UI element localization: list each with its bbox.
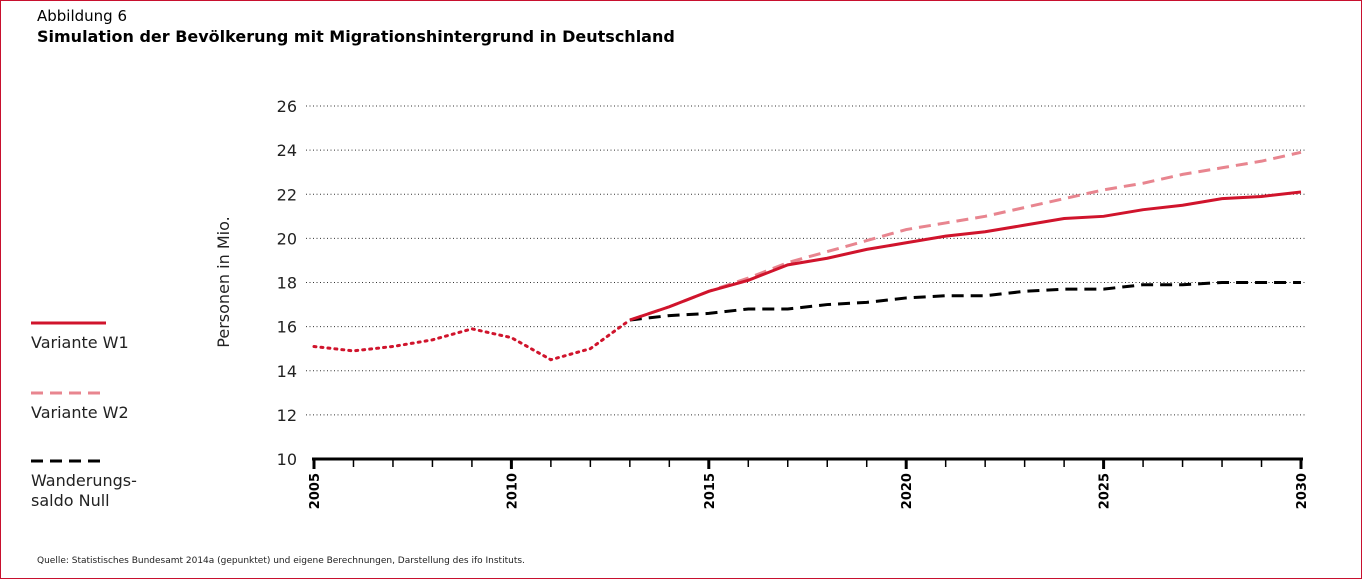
legend-item: Variante W1 (31, 319, 181, 353)
y-tick-label: 22 (277, 185, 297, 204)
y-tick-label: 26 (277, 97, 297, 116)
y-tick-label: 10 (277, 450, 297, 469)
y-tick-label: 20 (277, 229, 297, 248)
legend-swatch (31, 391, 106, 395)
x-tick-label: 2005 (308, 473, 323, 509)
line-series (629, 150, 1302, 322)
chart-title: Simulation der Bevölkerung mit Migration… (37, 27, 675, 46)
legend-label: Variante W2 (31, 403, 129, 422)
x-tick-label: 2025 (1098, 473, 1113, 509)
x-tick-label: 2010 (505, 473, 520, 509)
y-tick-label: 18 (277, 274, 297, 293)
y-tick-label: 16 (277, 318, 297, 337)
x-tick-label: 2020 (900, 473, 915, 509)
legend-label: Wanderungs- saldo Null (31, 471, 137, 510)
x-tick-label: 2015 (703, 473, 718, 509)
y-tick-label: 24 (277, 141, 297, 160)
y-tick-label: 14 (277, 362, 297, 381)
line-series (629, 281, 1301, 322)
line-series (312, 318, 632, 362)
y-axis-label: Personen in Mio. (214, 216, 233, 347)
line-series (629, 190, 1302, 322)
source-note: Quelle: Statistisches Bundesamt 2014a (g… (37, 556, 525, 566)
legend-item: Wanderungs- saldo Null (31, 457, 181, 511)
legend-label: Variante W1 (31, 333, 129, 352)
figure-label: Abbildung 6 (37, 7, 128, 25)
legend-swatch (31, 459, 106, 463)
y-tick-label: 12 (277, 406, 297, 425)
legend-swatch (31, 321, 106, 325)
x-tick-label: 2030 (1295, 473, 1310, 509)
legend-item: Variante W2 (31, 389, 181, 423)
